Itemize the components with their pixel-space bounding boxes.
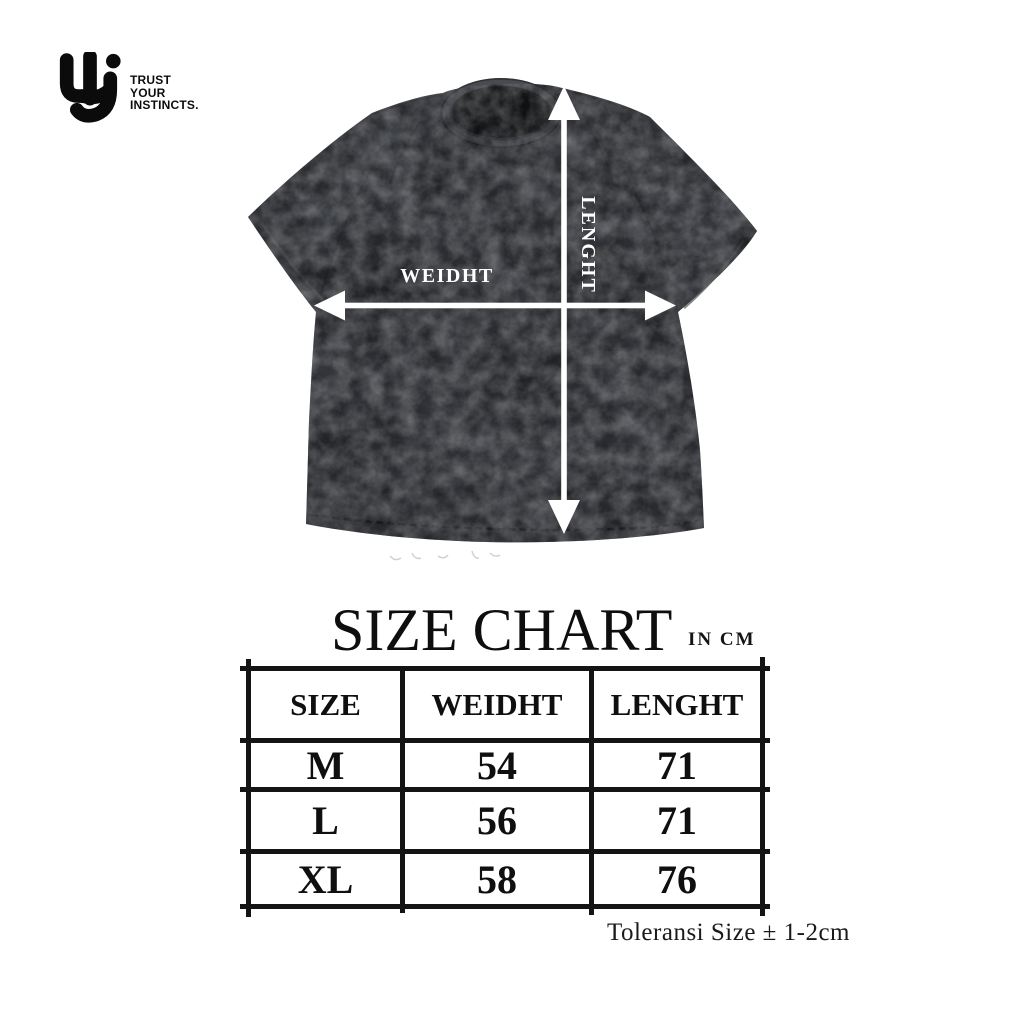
- table-cell-weidht-xl: 58: [477, 856, 517, 902]
- width-arrow: [314, 290, 676, 321]
- length-arrow: [548, 86, 580, 534]
- table-line: [589, 666, 594, 915]
- faint-marks: [389, 550, 501, 561]
- table-header-size: SIZE: [290, 686, 361, 722]
- table-cell-weidht-l: 56: [477, 798, 517, 843]
- table-line: [240, 904, 770, 909]
- brand-tagline-line2: YOUR: [130, 85, 166, 100]
- table-cell-size-l: L: [312, 798, 339, 843]
- table-line: [240, 849, 770, 854]
- length-label: LENGHT: [577, 196, 599, 294]
- brand-logo-icon: [59, 52, 121, 123]
- table-cell-lenght-l: 71: [657, 798, 697, 843]
- size-chart-title: SIZE CHART: [331, 597, 673, 663]
- table-cell-weidht-m: 54: [477, 742, 517, 788]
- table-line: [400, 666, 405, 913]
- brand-tagline-line3: INSTINCTS.: [130, 98, 199, 112]
- table-cell-size-xl: XL: [297, 856, 354, 902]
- brand-tagline-line1: TRUST: [130, 73, 171, 87]
- unit-label: IN CM: [688, 629, 756, 650]
- table-header-lenght: LENGHT: [610, 686, 744, 722]
- table-cell-lenght-m: 71: [657, 742, 697, 788]
- tolerance-note: Toleransi Size ± 1-2cm: [606, 919, 850, 946]
- table-line: [246, 659, 251, 917]
- table-line: [760, 657, 765, 916]
- table-line: [240, 738, 770, 743]
- table-cell-lenght-xl: 76: [657, 856, 697, 902]
- table-header-weidht: WEIDHT: [431, 686, 563, 722]
- table-line: [240, 666, 770, 671]
- brand-tagline: TRUST YOUR INSTINCTS.: [130, 74, 199, 112]
- table-cell-size-m: M: [306, 742, 345, 788]
- width-label: WEIDHT: [400, 265, 494, 287]
- fabric-texture-light: [248, 83, 757, 543]
- table-line: [240, 787, 770, 792]
